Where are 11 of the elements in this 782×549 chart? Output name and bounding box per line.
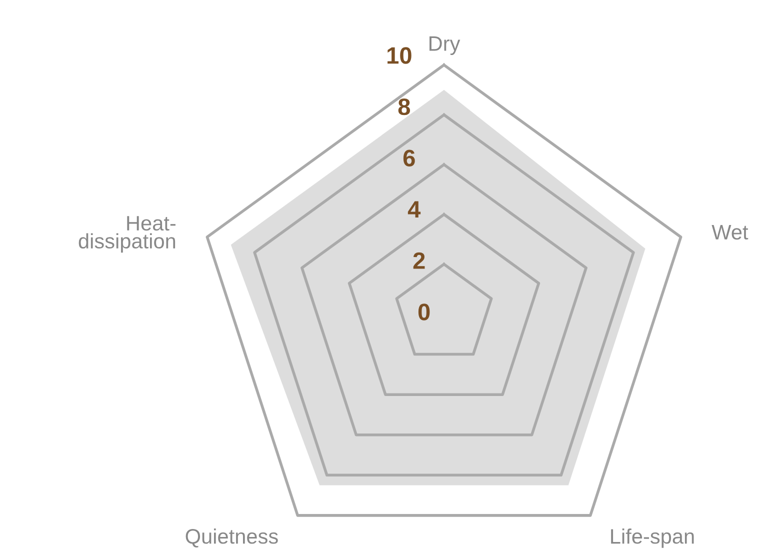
y-tick-label: 4 (408, 201, 421, 218)
y-tick-label: 10 (388, 47, 412, 64)
y-tick-label: 6 (403, 150, 415, 166)
y-tick-label: 2 (413, 252, 425, 269)
spoke-label: Dry (430, 36, 460, 56)
y-tick-label: 8 (398, 98, 410, 116)
spoke-label: Wet (712, 225, 748, 240)
spoke-label: Heat- dissipation (78, 216, 176, 253)
spoke-label: Life-span (611, 528, 694, 548)
spoke-label: Quietness (186, 528, 278, 548)
y-tick-label: 0 (418, 304, 430, 320)
